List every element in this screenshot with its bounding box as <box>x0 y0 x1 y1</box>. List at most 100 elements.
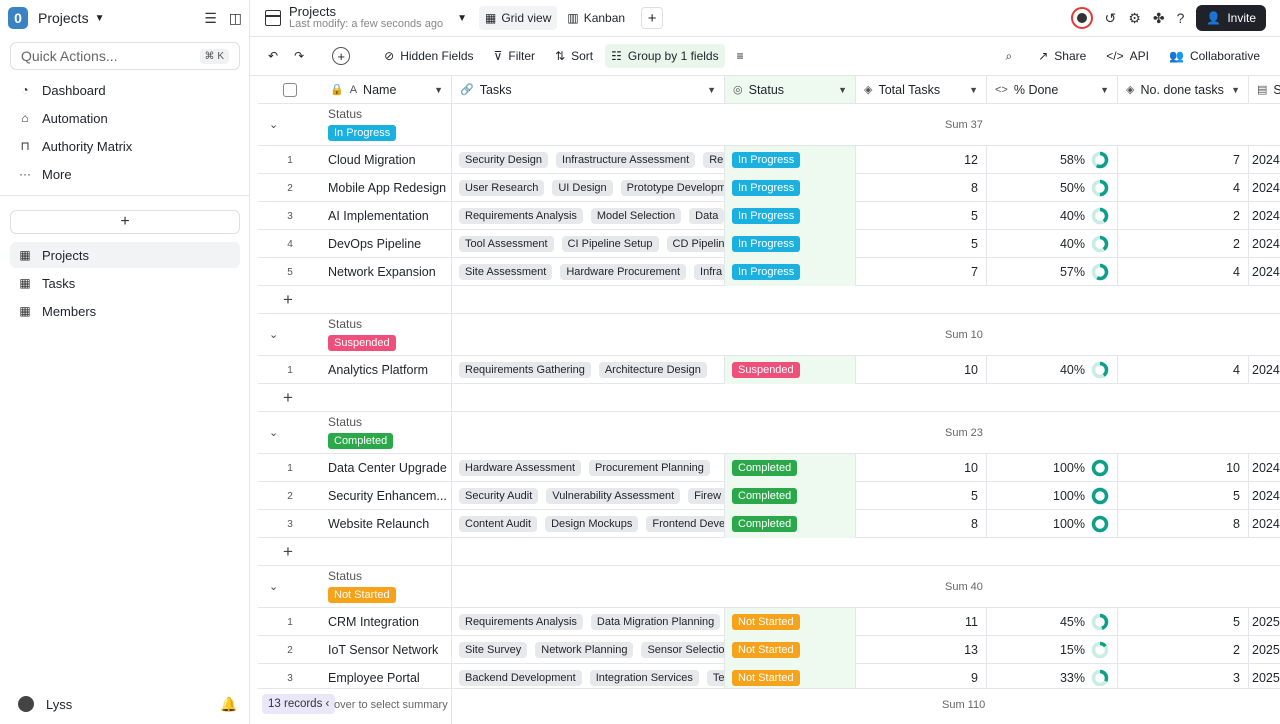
invite-button[interactable]: 👤 Invite <box>1196 5 1266 31</box>
tab-grid-view[interactable]: ▦ Grid view <box>479 6 558 30</box>
sidebar-item-dashboard[interactable]: ◔ Dashboard <box>10 77 240 103</box>
add-row-button[interactable]: + <box>258 384 1280 412</box>
task-chip[interactable]: UI Design <box>552 180 613 196</box>
cell-name[interactable]: IoT Sensor Network <box>322 636 452 664</box>
task-chip[interactable]: Site Survey <box>459 642 528 658</box>
task-chip[interactable]: CD Pipeline <box>666 236 724 252</box>
cell-done-tasks[interactable]: 10 <box>1118 454 1249 482</box>
task-chip[interactable]: Vulnerability Assessment <box>546 488 681 504</box>
cell-pct-done[interactable]: 40% <box>987 202 1118 230</box>
cell-status[interactable]: Completed <box>725 510 856 538</box>
cell-tasks[interactable]: Hardware Assessment Procurement Planning <box>452 454 725 482</box>
cell-pct-done[interactable]: 50% <box>987 174 1118 202</box>
chevron-down-icon[interactable]: ⌄ <box>269 329 279 341</box>
cell-done-tasks[interactable]: 4 <box>1118 356 1249 384</box>
cell-name[interactable]: Website Relaunch <box>322 510 452 538</box>
task-chip[interactable]: Data Migration Planning <box>590 614 721 630</box>
sidebar-item-projects[interactable]: ▦ Projects <box>10 242 240 268</box>
cell-status[interactable]: In Progress <box>725 230 856 258</box>
task-chip[interactable]: Requirements Gathering <box>459 362 591 378</box>
cell-pct-done[interactable]: 33% <box>987 664 1118 688</box>
add-row-button[interactable]: + <box>258 538 1280 566</box>
total-sum[interactable]: Sum 110 <box>942 699 986 711</box>
cell-total-tasks[interactable]: 8 <box>856 174 987 202</box>
task-chip[interactable]: Design Mockups <box>545 516 639 532</box>
cell-done-tasks[interactable]: 5 <box>1118 608 1249 636</box>
menu-icon[interactable]: ≡ <box>736 49 744 63</box>
cell-done-tasks[interactable]: 3 <box>1118 664 1249 688</box>
cell-done-tasks[interactable]: 7 <box>1118 146 1249 174</box>
task-chip[interactable]: Network Planning <box>535 642 634 658</box>
filter-button[interactable]: ⊽ Filter <box>488 44 541 68</box>
cell-total-tasks[interactable]: 8 <box>856 510 987 538</box>
add-record-button[interactable]: + <box>332 47 351 65</box>
tab-kanban[interactable]: ▥ Kanban <box>561 6 631 30</box>
cell-name[interactable]: Employee Portal <box>322 664 452 688</box>
select-all-checkbox[interactable] <box>283 82 297 97</box>
cell-name[interactable]: Analytics Platform <box>322 356 452 384</box>
cell-done-tasks[interactable]: 2 <box>1118 636 1249 664</box>
chevron-down-icon[interactable]: ⌄ <box>269 119 279 131</box>
cell-start-date[interactable]: 2025 <box>1252 671 1280 685</box>
chevron-down-icon[interactable]: ▼ <box>1100 84 1109 95</box>
cell-done-tasks[interactable]: 2 <box>1118 230 1249 258</box>
task-chip[interactable]: Re <box>703 152 724 168</box>
task-chip[interactable]: Sensor Selection <box>641 642 724 658</box>
cell-start-date[interactable]: 2025 <box>1252 615 1280 629</box>
cell-tasks[interactable]: Requirements Analysis Model Selection Data <box>452 202 725 230</box>
cell-tasks[interactable]: Site Assessment Hardware Procurement Infra <box>452 258 725 286</box>
cell-pct-done[interactable]: 15% <box>987 636 1118 664</box>
cell-status[interactable]: Not Started <box>725 664 856 688</box>
cell-start-date[interactable]: 2024 <box>1252 517 1280 531</box>
cell-tasks[interactable]: User Research UI Design Prototype Developm… <box>452 174 725 202</box>
collaborative-button[interactable]: 👥 Collaborative <box>1163 44 1266 68</box>
cell-pct-done[interactable]: 45% <box>987 608 1118 636</box>
cell-name[interactable]: DevOps Pipeline <box>322 230 452 258</box>
bell-icon[interactable]: 🔔 <box>220 696 238 712</box>
cell-pct-done[interactable]: 100% <box>987 482 1118 510</box>
record-count-badge[interactable]: 13 records ‹ <box>262 694 336 714</box>
group-button[interactable]: ☷ Group by 1 fields <box>605 44 725 68</box>
cell-done-tasks[interactable]: 5 <box>1118 482 1249 510</box>
cell-total-tasks[interactable]: 12 <box>856 146 987 174</box>
table-row[interactable]: 1 Cloud Migration Security Design Infrastru… <box>258 146 1280 174</box>
cell-start-date[interactable]: 2024 <box>1252 265 1280 279</box>
task-chip[interactable]: Content Audit <box>459 516 538 532</box>
cell-status[interactable]: Completed <box>725 482 856 510</box>
cell-total-tasks[interactable]: 13 <box>856 636 987 664</box>
task-chip[interactable]: Data <box>689 208 724 224</box>
menu-icon[interactable]: ☰ <box>204 9 217 26</box>
table-row[interactable]: 3 AI Implementation Requirements Analysis M… <box>258 202 1280 230</box>
cell-start-date[interactable]: 2024 <box>1252 237 1280 251</box>
group-sum[interactable]: Sum 10 <box>945 329 983 341</box>
task-chip[interactable]: Requirements Analysis <box>459 614 583 630</box>
cell-status[interactable]: Not Started <box>725 608 856 636</box>
task-chip[interactable]: User Research <box>459 180 545 196</box>
cell-name[interactable]: Mobile App Redesign <box>322 174 452 202</box>
table-row[interactable]: 1 Data Center Upgrade Hardware Assessment P… <box>258 454 1280 482</box>
task-chip[interactable]: Prototype Development <box>620 180 724 196</box>
cell-start-date[interactable]: 2025 <box>1252 643 1280 657</box>
cell-pct-done[interactable]: 100% <box>987 454 1118 482</box>
sidebar-item-tasks[interactable]: ▦ Tasks <box>10 270 240 296</box>
column-header-pct-done[interactable]: <> % Done ▼ <box>987 76 1118 104</box>
cell-total-tasks[interactable]: 9 <box>856 664 987 688</box>
column-header-total-tasks[interactable]: ◈ Total Tasks ▼ <box>856 76 987 104</box>
cell-total-tasks[interactable]: 5 <box>856 230 987 258</box>
column-header-tasks[interactable]: 🔗 Tasks ▼ <box>452 76 725 104</box>
cell-done-tasks[interactable]: 2 <box>1118 202 1249 230</box>
cell-pct-done[interactable]: 57% <box>987 258 1118 286</box>
redo-icon[interactable]: ↷ <box>294 49 305 63</box>
cell-pct-done[interactable]: 40% <box>987 230 1118 258</box>
table-row[interactable]: 5 Network Expansion Site Assessment Hardwar… <box>258 258 1280 286</box>
space-switcher[interactable]: 0 Projects ▼ ☰ ◫ <box>8 6 242 30</box>
quick-actions-input[interactable]: Quick Actions... ⌘ K <box>10 42 240 70</box>
cell-tasks[interactable]: Site Survey Network Planning Sensor Select… <box>452 636 725 664</box>
chevron-down-icon[interactable]: ▼ <box>434 84 443 95</box>
sort-button[interactable]: ⇅ Sort <box>549 44 599 68</box>
cell-name[interactable]: CRM Integration <box>322 608 452 636</box>
cell-status[interactable]: Completed <box>725 454 856 482</box>
add-row-button[interactable]: + <box>258 286 1280 314</box>
cell-start-date[interactable]: 2024 <box>1252 153 1280 167</box>
task-chip[interactable]: Frontend Development <box>646 516 724 532</box>
